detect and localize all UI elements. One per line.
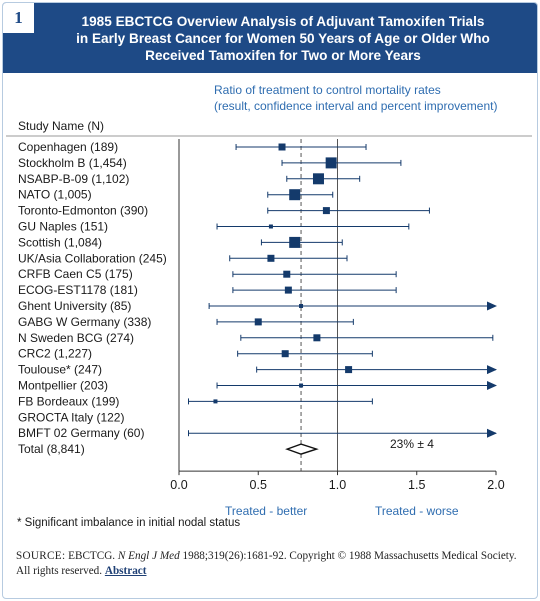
point-estimate-marker — [254, 318, 262, 326]
figure-number: 1 — [3, 3, 34, 33]
total-label: Total (8,841) — [18, 442, 85, 456]
x-tick-label: 1.5 — [408, 478, 425, 492]
point-estimate-marker — [325, 157, 337, 169]
point-estimate-marker — [213, 399, 218, 404]
subtitle-line-1: Ratio of treatment to control mortality … — [214, 83, 441, 97]
point-estimate-marker — [281, 350, 289, 358]
study-label: Toulouse* (247) — [18, 363, 102, 377]
total-diamond — [285, 443, 319, 455]
study-label: Montpellier (203) — [18, 379, 108, 393]
figure-title: 1985 EBCTCG Overview Analysis of Adjuvan… — [76, 14, 490, 63]
study-label: BMFT 02 Germany (60) — [18, 426, 144, 440]
ci-arrow — [487, 365, 497, 375]
study-label: GU Naples (151) — [18, 220, 108, 234]
ci-arrow — [487, 301, 497, 311]
point-estimate-marker — [267, 254, 275, 262]
point-estimate-marker — [299, 304, 304, 308]
study-label: UK/Asia Collaboration (245) — [18, 251, 167, 265]
point-estimate-marker — [313, 334, 321, 342]
study-label: CRC2 (1,227) — [18, 347, 92, 361]
source-text-before: EBCTCG. — [65, 550, 118, 562]
point-estimate-marker — [345, 366, 353, 374]
x-tick-label: 2.0 — [487, 478, 504, 492]
study-label: Toronto-Edmonton (390) — [18, 204, 148, 218]
study-label: NSABP-B-09 (1,102) — [18, 172, 129, 186]
column-header: Study Name (N) — [18, 119, 104, 133]
point-estimate-marker — [289, 236, 301, 248]
study-label: Stockholm B (1,454) — [18, 156, 127, 170]
point-estimate-marker — [278, 143, 286, 151]
study-label: GROCTA Italy (122) — [18, 410, 124, 424]
x-tick-label: 0.0 — [170, 478, 187, 492]
x-tick-label: 1.0 — [329, 478, 346, 492]
study-label: FB Bordeaux (199) — [18, 394, 119, 408]
figure-header: 1 1985 EBCTCG Overview Analysis of Adjuv… — [3, 3, 537, 73]
source-journal: N Engl J Med — [117, 550, 180, 562]
abstract-link[interactable]: Abstract — [104, 565, 147, 577]
source-citation: SOURCE: EBCTCG. N Engl J Med 1988;319(26… — [16, 549, 526, 579]
study-label: CRFB Caen C5 (175) — [18, 267, 133, 281]
study-label: N Sweden BCG (274) — [18, 331, 134, 345]
point-estimate-marker — [299, 383, 304, 388]
point-estimate-marker — [312, 173, 324, 185]
study-label: ECOG-EST1178 (181) — [18, 283, 138, 297]
x-label-worse: Treated - worse — [375, 504, 459, 518]
subtitle-line-2: (result, confidence interval and percent… — [214, 99, 497, 113]
x-label-better: Treated - better — [225, 504, 307, 518]
study-label: NATO (1,005) — [18, 188, 92, 202]
ci-arrow — [487, 381, 497, 390]
point-estimate-marker — [283, 270, 291, 278]
percent-improvement-label: 23% ± 4 — [390, 437, 434, 451]
point-estimate-marker — [289, 189, 301, 201]
study-label: GABG W Germany (338) — [18, 315, 151, 329]
ci-arrow — [487, 428, 497, 438]
point-estimate-marker — [322, 207, 330, 215]
footnote: * Significant imbalance in initial nodal… — [17, 517, 241, 529]
source-label: SOURCE: — [16, 550, 66, 562]
point-estimate-marker — [268, 224, 273, 229]
forest-plot: Ratio of treatment to control mortality … — [6, 83, 532, 518]
study-label: Ghent University (85) — [18, 299, 131, 313]
chart-panel: Ratio of treatment to control mortality … — [6, 73, 532, 533]
point-estimate-marker — [284, 286, 292, 294]
source-text-after: 1988;319(26):1681-92. Copyright © 1988 M… — [16, 550, 517, 577]
x-tick-label: 0.5 — [250, 478, 267, 492]
study-label: Copenhagen (189) — [18, 140, 118, 154]
study-label: Scottish (1,084) — [18, 235, 102, 249]
